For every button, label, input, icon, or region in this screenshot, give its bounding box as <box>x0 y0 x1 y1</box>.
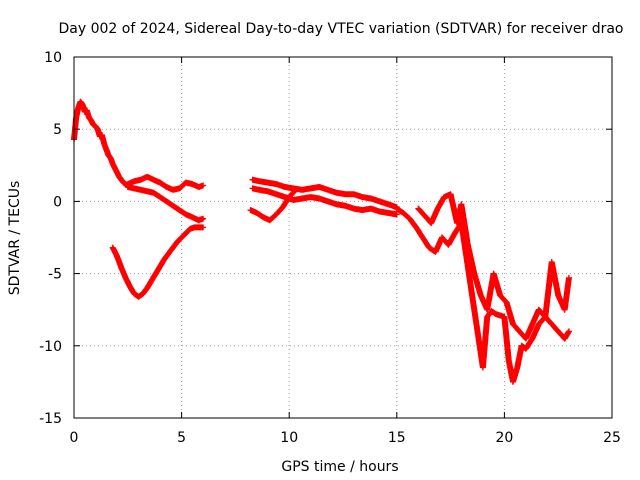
series-midday-2 <box>249 185 400 218</box>
x-tick-label: 15 <box>388 430 406 446</box>
data-point-markers <box>249 185 400 218</box>
series-midday-1 <box>249 176 400 211</box>
y-tick-label: 0 <box>53 194 62 210</box>
data-points <box>71 98 572 385</box>
data-point-markers <box>71 98 131 189</box>
y-tick-label: -5 <box>48 267 62 283</box>
y-tick-label: 5 <box>53 122 62 138</box>
series-midday-3 <box>247 186 299 224</box>
y-tick-label: -10 <box>39 339 62 355</box>
x-axis-label: GPS time / hours <box>281 459 398 475</box>
grid-lines <box>74 57 612 418</box>
y-tick-label: -15 <box>39 411 62 427</box>
plot-frame <box>73 56 613 419</box>
data-point-markers <box>247 186 299 224</box>
chart-title: Day 002 of 2024, Sidereal Day-to-day VTE… <box>58 21 623 37</box>
x-tick-label: 0 <box>70 430 79 446</box>
x-tick-label: 10 <box>280 430 298 446</box>
data-point-markers <box>124 184 207 224</box>
data-point-markers <box>109 224 207 300</box>
y-axis-label: SDTVAR / TECUs <box>7 181 23 296</box>
data-point-markers <box>249 176 400 211</box>
series-branch-b <box>124 184 207 224</box>
series-afternoon-upper <box>415 191 572 342</box>
y-tick-label: 10 <box>44 50 62 66</box>
x-tick-label: 5 <box>177 430 186 446</box>
axis-ticks <box>73 56 613 419</box>
x-tick-label: 25 <box>603 430 621 446</box>
x-tick-label: 20 <box>495 430 513 446</box>
tick-labels: 0 5 10 15 20 25 10 5 0 -5 -10 -15 <box>39 50 621 446</box>
data-point-markers <box>415 191 572 342</box>
series-segment-2 <box>109 224 207 300</box>
series-early <box>71 98 131 189</box>
